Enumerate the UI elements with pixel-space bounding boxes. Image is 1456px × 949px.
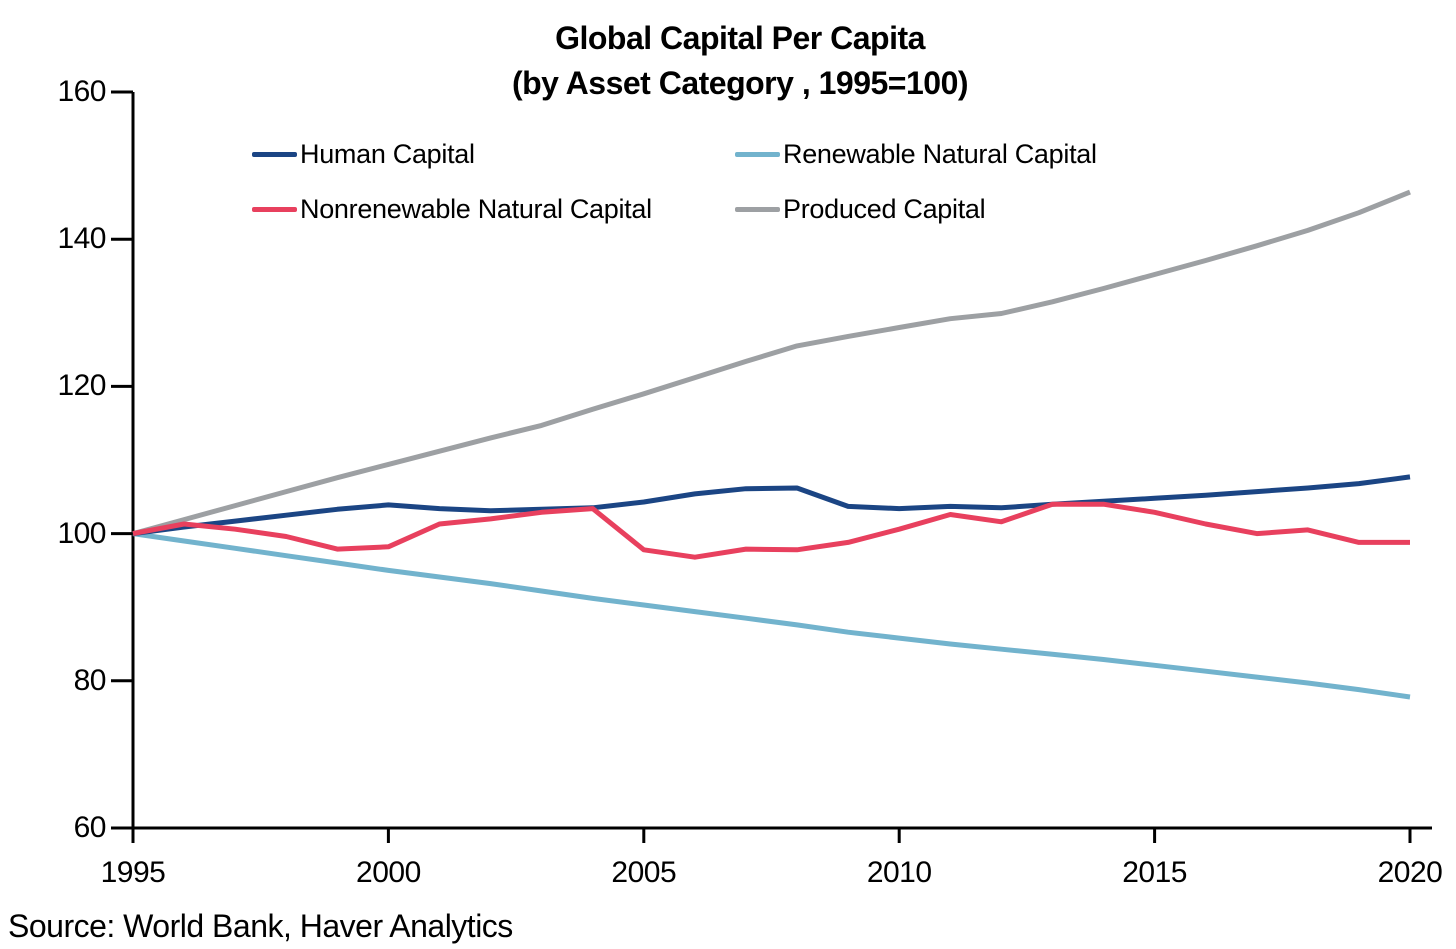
series-line-produced-capital [132,189,1411,537]
legend-label-renewable-natural-capital: Renewable Natural Capital [783,138,1097,169]
legend-item-renewable-natural-capital: Renewable Natural Capital [735,138,1097,169]
y-tick-label-120: 120 [57,369,106,403]
legend-item-human-capital: Human Capital [252,138,475,169]
legend-label-nonrenewable-natural-capital: Nonrenewable Natural Capital [300,193,652,224]
legend-label-human-capital: Human Capital [300,138,475,169]
legend-swatch-human-capital [252,151,297,157]
source-note: Source: World Bank, Haver Analytics [8,908,513,944]
x-tick-label-2010: 2010 [866,856,932,889]
chart-subtitle: (by Asset Category , 1995=100) [511,65,969,101]
y-tick-label-80: 80 [73,663,107,697]
x-tick-label-1995: 1995 [100,856,166,889]
legend-label-produced-capital: Produced Capital [783,193,986,224]
legend-swatch-produced-capital [735,206,780,212]
legend-item-nonrenewable-natural-capital: Nonrenewable Natural Capital [252,193,652,224]
y-tick-label-140: 140 [57,222,106,256]
x-tick-label-2015: 2015 [1122,856,1187,889]
series-line-human-capital [132,474,1411,537]
x-tick-label-2020: 2020 [1377,856,1443,889]
chart-title: Global Capital Per Capita [555,20,925,56]
title-block: Global Capital Per Capita (by Asset Cate… [24,16,1456,106]
legend-swatch-nonrenewable-natural-capital [252,206,297,212]
y-tick-label-60: 60 [73,811,107,844]
x-tick-label-2005: 2005 [611,856,677,889]
legend-swatch-renewable-natural-capital [735,151,780,157]
y-tick-label-160: 160 [57,75,106,108]
axes [111,90,1432,843]
y-tick-label-100: 100 [57,516,106,550]
x-tick-label-2000: 2000 [356,856,421,889]
legend-item-produced-capital: Produced Capital [735,193,986,224]
series-line-nonrenewable-natural-capital [132,501,1410,560]
series-line-renewable-natural-capital [132,531,1411,700]
